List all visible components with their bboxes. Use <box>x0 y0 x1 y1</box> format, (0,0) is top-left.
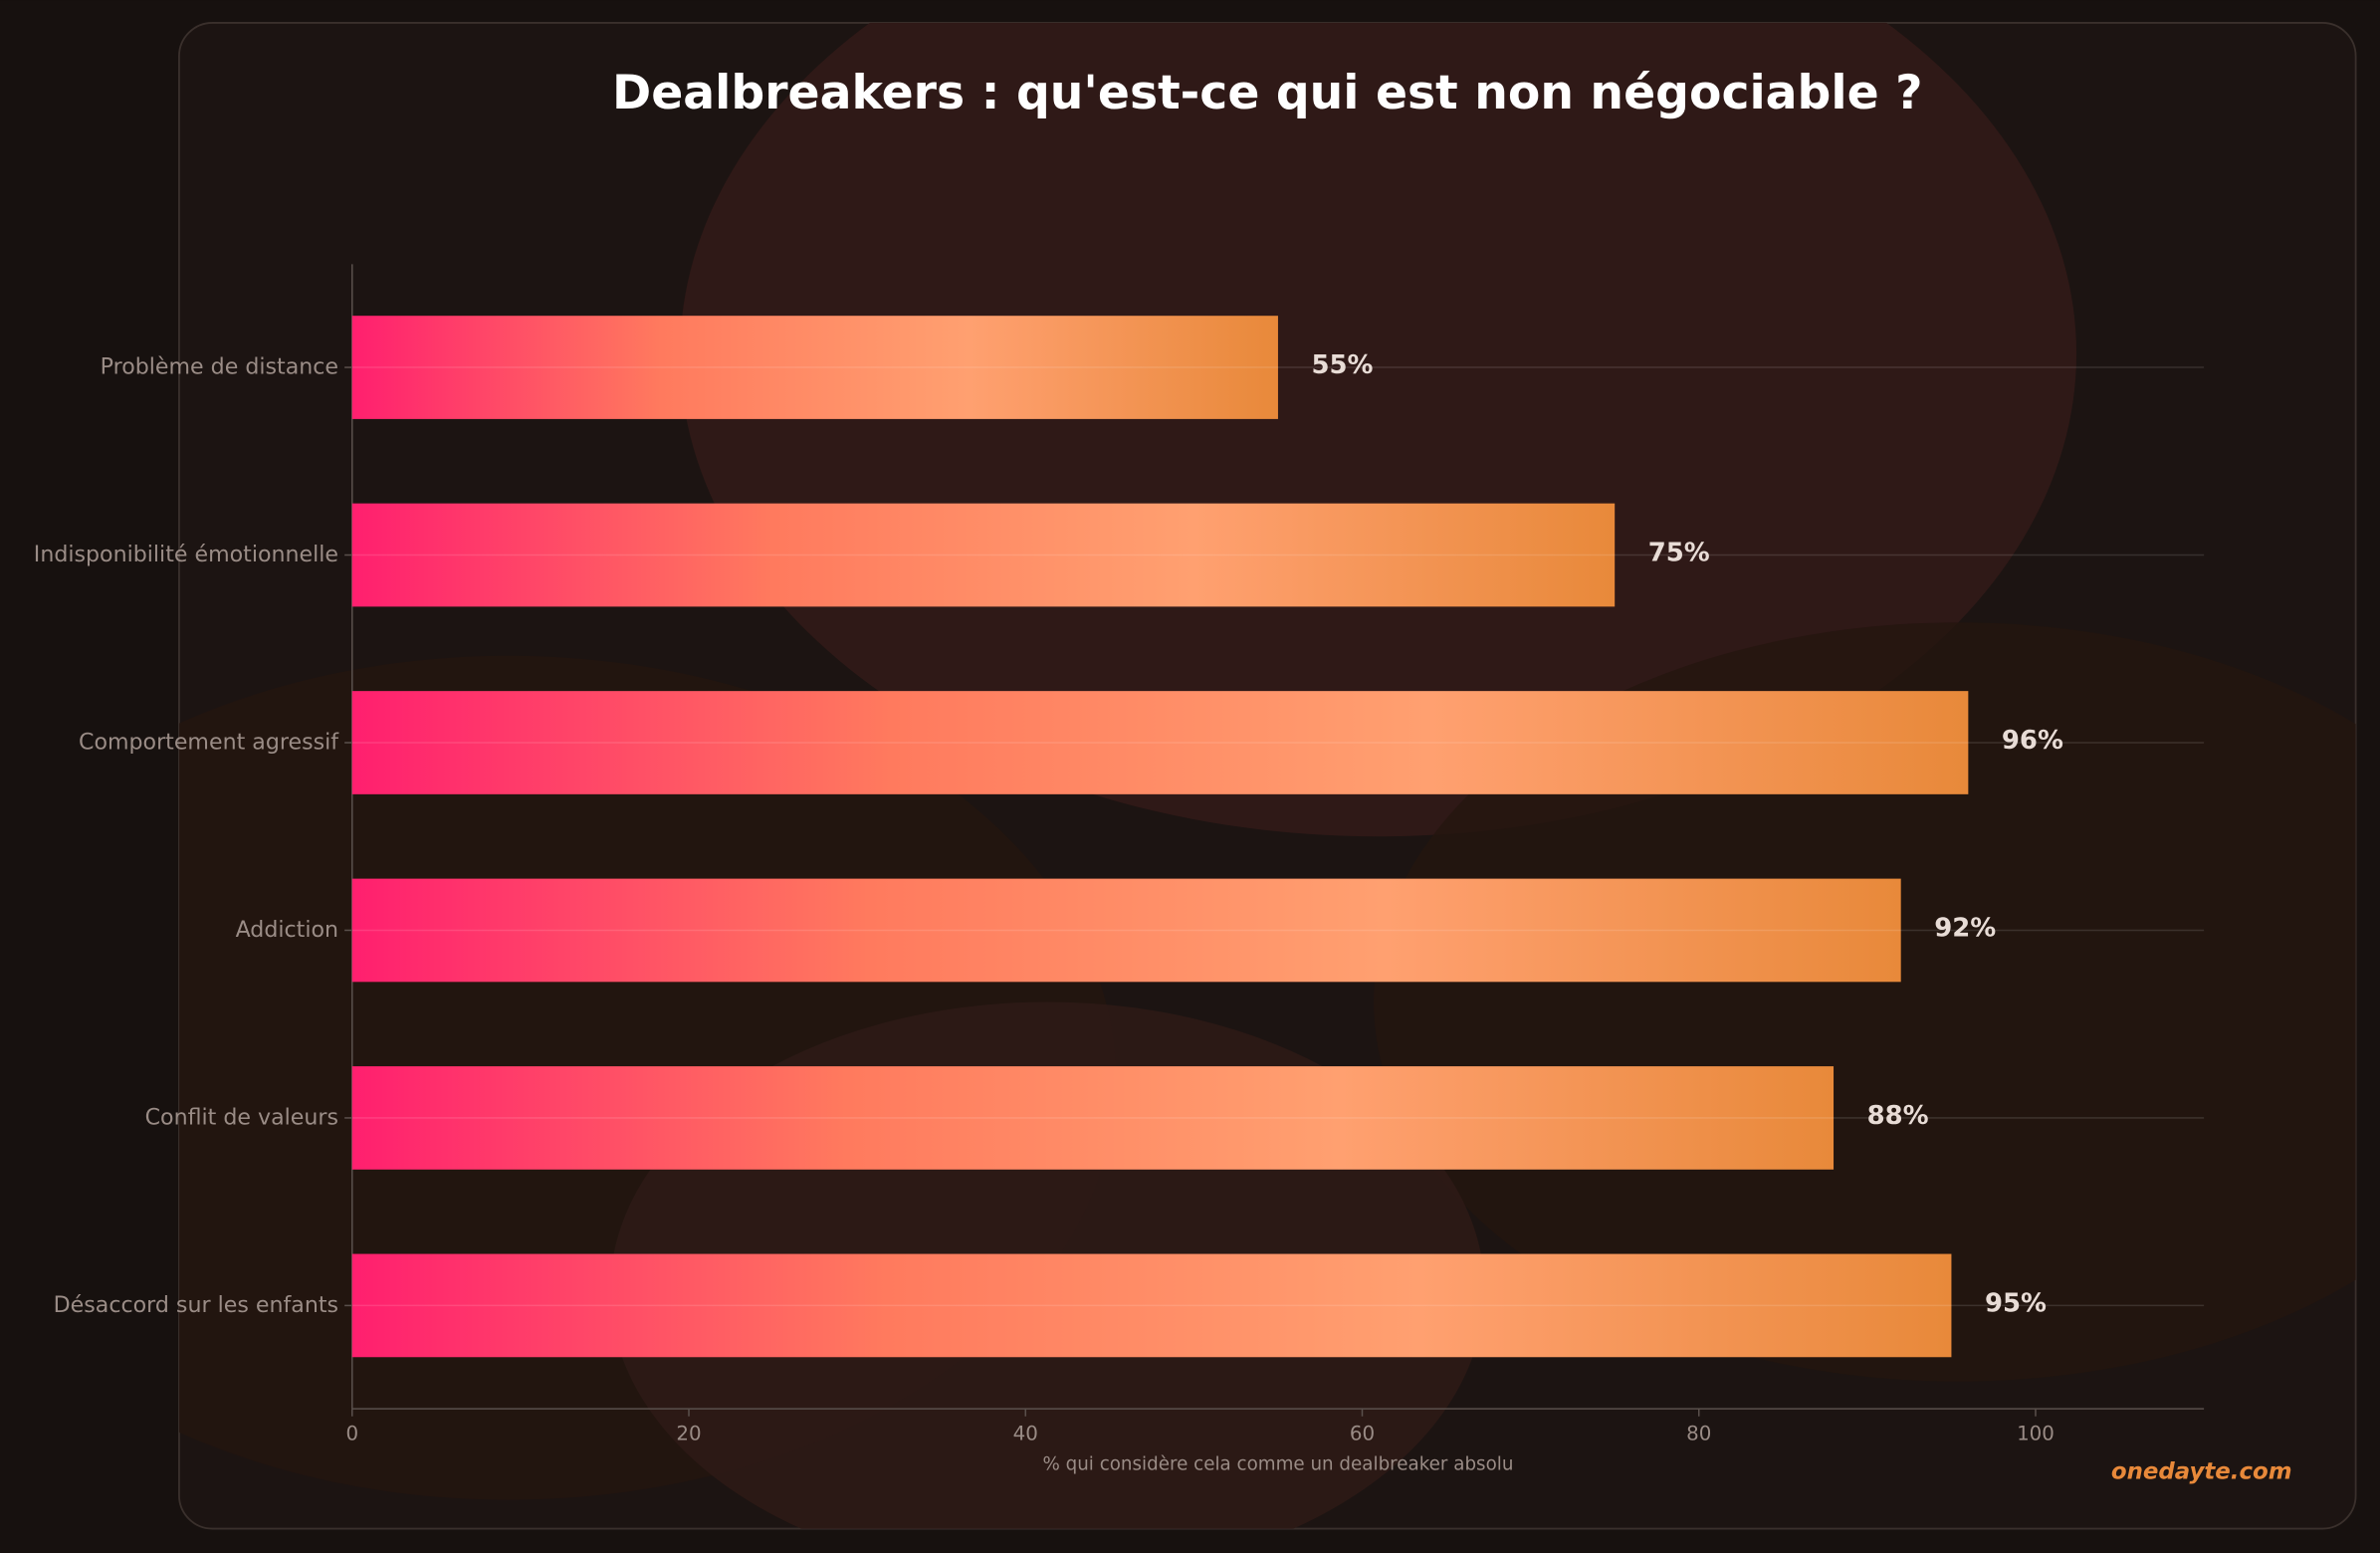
bar <box>351 1066 1835 1170</box>
x-tick-label: 100 <box>2017 1423 2055 1445</box>
x-tick-label: 20 <box>676 1423 701 1445</box>
y-tick-label: Conflit de valeurs <box>145 1104 338 1130</box>
value-label: 92% <box>1934 913 1996 943</box>
y-tick-label: Indisponibilité émotionnelle <box>34 542 338 567</box>
value-label: 95% <box>1985 1288 2047 1318</box>
value-label: 88% <box>1867 1101 1929 1131</box>
x-axis-label: % qui considère cela comme un dealbreake… <box>1042 1454 1513 1475</box>
bar <box>351 316 1278 419</box>
bar <box>351 691 1969 794</box>
value-label: 75% <box>1648 538 1710 567</box>
x-tick-label: 80 <box>1686 1423 1711 1445</box>
bar <box>351 878 1901 983</box>
watermark: onedayte.com <box>2111 1459 2292 1485</box>
y-tick-label: Problème de distance <box>101 354 338 380</box>
value-label: 55% <box>1311 350 1373 380</box>
x-tick-label: 0 <box>345 1423 358 1445</box>
y-tick-label: Comportement agressif <box>79 729 339 755</box>
bar <box>351 1253 1952 1358</box>
x-tick-label: 40 <box>1013 1423 1038 1445</box>
y-tick-label: Désaccord sur les enfants <box>54 1292 338 1318</box>
y-tick-label: Addiction <box>236 917 338 943</box>
blob <box>1374 622 2356 1382</box>
chart-title: Dealbreakers : qu'est-ce qui est non nég… <box>612 66 1923 120</box>
value-label: 96% <box>2002 726 2063 756</box>
x-tick-label: 60 <box>1350 1423 1375 1445</box>
bar <box>351 503 1616 607</box>
